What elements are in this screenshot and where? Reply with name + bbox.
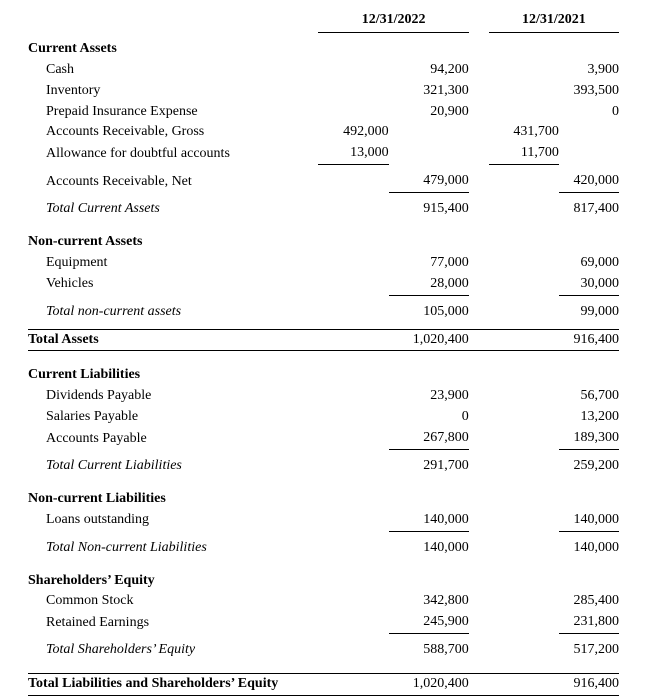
col-2022-header: 12/31/2022: [318, 10, 468, 32]
total-equity-label: Total Shareholders’ Equity: [28, 640, 318, 661]
retained-earnings-2021: 231,800: [559, 612, 619, 633]
total-current-assets-label: Total Current Assets: [28, 199, 318, 220]
current-liabilities-heading: Current Liabilities: [28, 365, 318, 386]
ar-net-2022: 479,000: [389, 171, 469, 192]
total-liab-eq-2022: 1,020,400: [389, 674, 469, 696]
non-current-liabilities-heading: Non-current Liabilities: [28, 489, 318, 510]
total-liab-eq-label: Total Liabilities and Shareholders’ Equi…: [28, 674, 318, 696]
current-assets-heading-row: Current Assets: [28, 39, 619, 60]
total-assets-row: Total Assets 1,020,400 916,400: [28, 329, 619, 351]
ar-gross-row: Accounts Receivable, Gross 492,000 431,7…: [28, 122, 619, 143]
current-assets-heading: Current Assets: [28, 39, 318, 60]
accounts-payable-row: Accounts Payable 267,800 189,300: [28, 428, 619, 449]
salaries-payable-row: Salaries Payable 0 13,200: [28, 407, 619, 428]
total-current-assets-2021: 817,400: [559, 199, 619, 220]
retained-earnings-label: Retained Earnings: [28, 612, 318, 633]
salaries-payable-label: Salaries Payable: [28, 407, 318, 428]
total-non-current-liabilities-2022: 140,000: [389, 538, 469, 559]
vehicles-2021: 30,000: [559, 274, 619, 295]
retained-earnings-2022: 245,900: [389, 612, 469, 633]
non-current-assets-heading: Non-current Assets: [28, 232, 318, 253]
loans-label: Loans outstanding: [28, 510, 318, 531]
common-stock-row: Common Stock 342,800 285,400: [28, 591, 619, 612]
equipment-label: Equipment: [28, 253, 318, 274]
column-header-row: 12/31/2022 12/31/2021: [28, 10, 619, 32]
total-non-current-assets-label: Total non-current assets: [28, 302, 318, 323]
prepaid-insurance-2022: 20,900: [389, 102, 469, 123]
col-2021-header: 12/31/2021: [489, 10, 619, 32]
inventory-label: Inventory: [28, 81, 318, 102]
ar-gross-label: Accounts Receivable, Gross: [28, 122, 318, 143]
equipment-2021: 69,000: [559, 253, 619, 274]
accounts-payable-2022: 267,800: [389, 428, 469, 449]
ar-net-row: Accounts Receivable, Net 479,000 420,000: [28, 171, 619, 192]
cash-2022: 94,200: [389, 60, 469, 81]
total-current-liabilities-label: Total Current Liabilities: [28, 456, 318, 477]
non-current-assets-heading-row: Non-current Assets: [28, 232, 619, 253]
inventory-2022: 321,300: [389, 81, 469, 102]
dividends-payable-row: Dividends Payable 23,900 56,700: [28, 386, 619, 407]
total-current-assets-row: Total Current Assets 915,400 817,400: [28, 199, 619, 220]
equipment-row: Equipment 77,000 69,000: [28, 253, 619, 274]
ar-gross-2022: 492,000: [318, 122, 388, 143]
cash-2021: 3,900: [559, 60, 619, 81]
equipment-2022: 77,000: [389, 253, 469, 274]
salaries-payable-2021: 13,200: [559, 407, 619, 428]
total-non-current-assets-row: Total non-current assets 105,000 99,000: [28, 302, 619, 323]
total-assets-2021: 916,400: [559, 329, 619, 351]
total-non-current-liabilities-row: Total Non-current Liabilities 140,000 14…: [28, 538, 619, 559]
inventory-2021: 393,500: [559, 81, 619, 102]
allowance-label: Allowance for doubtful accounts: [28, 143, 318, 164]
total-current-liabilities-2022: 291,700: [389, 456, 469, 477]
accounts-payable-2021: 189,300: [559, 428, 619, 449]
retained-earnings-row: Retained Earnings 245,900 231,800: [28, 612, 619, 633]
equity-heading-row: Shareholders’ Equity: [28, 571, 619, 592]
prepaid-insurance-label: Prepaid Insurance Expense: [28, 102, 318, 123]
total-non-current-assets-2022: 105,000: [389, 302, 469, 323]
balance-sheet-table: 12/31/2022 12/31/2021 Current Assets Cas…: [28, 10, 619, 698]
total-liab-eq-2021: 916,400: [559, 674, 619, 696]
accounts-payable-label: Accounts Payable: [28, 428, 318, 449]
salaries-payable-2022: 0: [389, 407, 469, 428]
vehicles-2022: 28,000: [389, 274, 469, 295]
ar-net-label: Accounts Receivable, Net: [28, 171, 318, 192]
vehicles-label: Vehicles: [28, 274, 318, 295]
total-assets-label: Total Assets: [28, 329, 318, 351]
loans-row: Loans outstanding 140,000 140,000: [28, 510, 619, 531]
total-equity-row: Total Shareholders’ Equity 588,700 517,2…: [28, 640, 619, 661]
total-non-current-liabilities-2021: 140,000: [559, 538, 619, 559]
total-equity-2021: 517,200: [559, 640, 619, 661]
non-current-liabilities-heading-row: Non-current Liabilities: [28, 489, 619, 510]
allowance-2022: 13,000: [318, 143, 388, 164]
loans-2022: 140,000: [389, 510, 469, 531]
common-stock-2021: 285,400: [559, 591, 619, 612]
vehicles-row: Vehicles 28,000 30,000: [28, 274, 619, 295]
total-current-assets-2022: 915,400: [389, 199, 469, 220]
ar-net-2021: 420,000: [559, 171, 619, 192]
total-non-current-liabilities-label: Total Non-current Liabilities: [28, 538, 318, 559]
total-current-liabilities-2021: 259,200: [559, 456, 619, 477]
total-current-liabilities-row: Total Current Liabilities 291,700 259,20…: [28, 456, 619, 477]
equity-heading: Shareholders’ Equity: [28, 571, 318, 592]
allowance-2021: 11,700: [489, 143, 559, 164]
dividends-payable-2021: 56,700: [559, 386, 619, 407]
total-non-current-assets-2021: 99,000: [559, 302, 619, 323]
cash-row: Cash 94,200 3,900: [28, 60, 619, 81]
common-stock-label: Common Stock: [28, 591, 318, 612]
inventory-row: Inventory 321,300 393,500: [28, 81, 619, 102]
balance-sheet: 12/31/2022 12/31/2021 Current Assets Cas…: [0, 0, 647, 700]
dividends-payable-label: Dividends Payable: [28, 386, 318, 407]
total-assets-2022: 1,020,400: [389, 329, 469, 351]
prepaid-insurance-row: Prepaid Insurance Expense 20,900 0: [28, 102, 619, 123]
prepaid-insurance-2021: 0: [559, 102, 619, 123]
cash-label: Cash: [28, 60, 318, 81]
total-equity-2022: 588,700: [389, 640, 469, 661]
current-liabilities-heading-row: Current Liabilities: [28, 365, 619, 386]
total-liab-eq-row: Total Liabilities and Shareholders’ Equi…: [28, 674, 619, 696]
loans-2021: 140,000: [559, 510, 619, 531]
common-stock-2022: 342,800: [389, 591, 469, 612]
dividends-payable-2022: 23,900: [389, 386, 469, 407]
allowance-row: Allowance for doubtful accounts 13,000 1…: [28, 143, 619, 164]
ar-gross-2021: 431,700: [489, 122, 559, 143]
